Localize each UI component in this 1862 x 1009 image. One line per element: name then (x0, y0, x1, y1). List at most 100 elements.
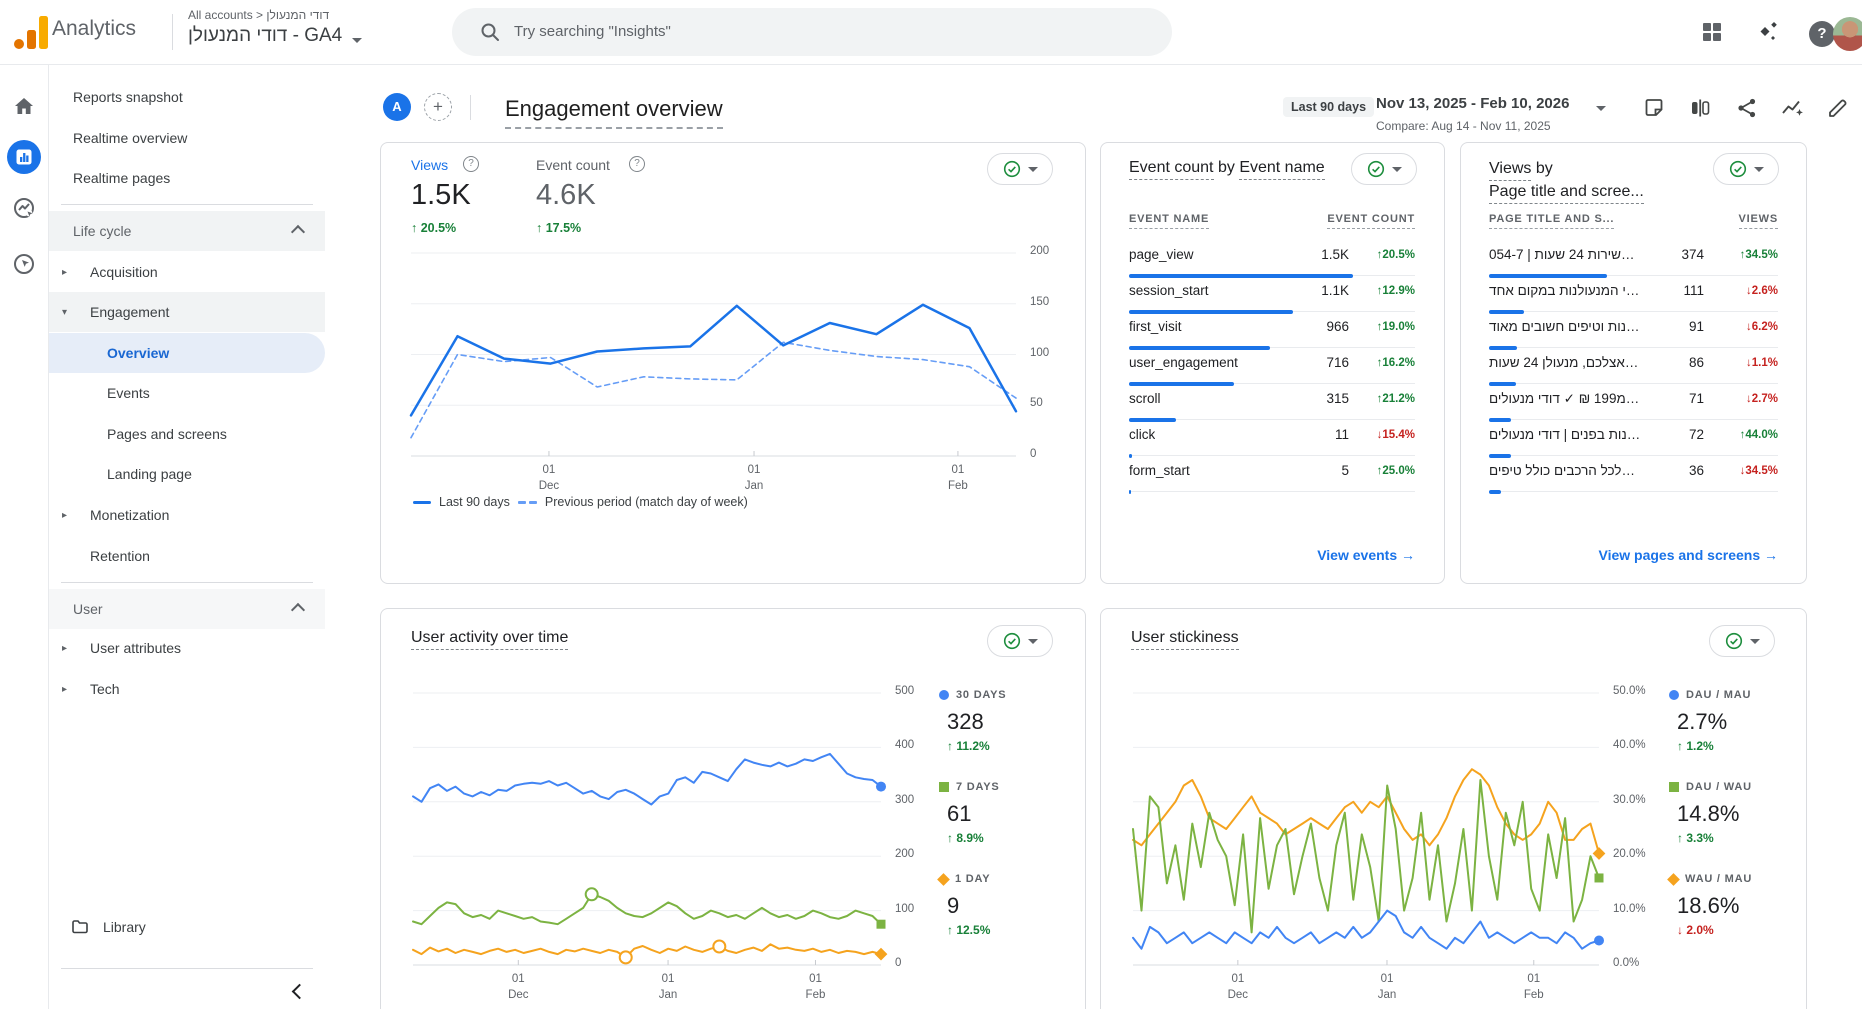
share-icon[interactable] (1735, 96, 1759, 120)
data-quality-dropdown[interactable] (1713, 153, 1779, 185)
divider (61, 968, 313, 969)
date-range-selector[interactable]: Nov 13, 2025 - Feb 10, 2026 (1376, 95, 1570, 112)
reports-icon[interactable] (7, 140, 41, 174)
edit-icon[interactable] (1826, 96, 1850, 120)
legend-1-day-value: 9 (947, 893, 960, 918)
legend-dau-mau-delta: ↑ 1.2% (1677, 739, 1714, 753)
metric-value-event-count: 4.6K (536, 179, 596, 211)
view-events-link[interactable]: View events → (1317, 547, 1415, 563)
column-header-views[interactable]: VIEWS (1738, 213, 1778, 229)
chevron-right-icon[interactable]: ▸ (62, 509, 68, 521)
column-header-event-count[interactable]: EVENT COUNT (1327, 213, 1415, 229)
chevron-right-icon[interactable]: ▸ (62, 266, 68, 278)
views-line-chart[interactable]: 200 150 100 50 0 01 Dec 01 Jan 01 Feb (409, 245, 1049, 492)
add-collaborator-button[interactable]: + (424, 93, 452, 121)
sidebar-item-user-attributes[interactable]: ▸ User attributes (62, 640, 182, 656)
chevron-up-icon[interactable] (290, 602, 306, 618)
card-views-by-page-title: Views by Page title and scree... PAGE TI… (1460, 142, 1807, 584)
property-selector[interactable]: דודי המנעולן - GA4 (188, 25, 343, 46)
check-circle-icon (1725, 632, 1742, 650)
table-row[interactable]: לכל הרכבים כולל טיפים… 36 ↓34.5% (1489, 455, 1778, 494)
owner-avatar-badge[interactable]: A (383, 93, 411, 121)
sidebar-item-tech[interactable]: ▸ Tech (62, 681, 120, 697)
breadcrumb[interactable]: All accounts > דודי המנעולן (188, 8, 330, 22)
search-input[interactable]: Try searching "Insights" (452, 8, 1172, 56)
table-row[interactable]: click 11 ↓15.4% (1129, 419, 1415, 458)
help-icon[interactable]: ? (1809, 21, 1835, 47)
sidebar-item-reports-snapshot[interactable]: Reports snapshot (73, 89, 183, 105)
data-quality-dropdown[interactable] (987, 625, 1053, 657)
sidebar-section-user[interactable]: User (49, 589, 325, 629)
sidebar-item-monetization[interactable]: ▸ Monetization (62, 507, 170, 523)
table-row[interactable]: נות בפנים | דודי מנעולים… 72 ↑44.0% (1489, 419, 1778, 458)
comparison-icon[interactable] (1688, 96, 1712, 120)
table-row[interactable]: session_start 1.1K ↑12.9% (1129, 275, 1415, 314)
table-row[interactable]: אצלכם, מנעולן 24 שעות… 86 ↓1.1% (1489, 347, 1778, 386)
legend-30-days-delta: ↑ 11.2% (947, 739, 990, 753)
home-icon[interactable] (12, 94, 36, 118)
sidebar-item-engagement[interactable]: ▾ Engagement (49, 292, 325, 332)
analytics-logo-icon[interactable] (12, 13, 50, 51)
sidebar-section-life-cycle[interactable]: Life cycle (49, 211, 325, 251)
chevron-up-icon[interactable] (290, 224, 306, 240)
sidebar-item-overview[interactable]: Overview (49, 333, 325, 373)
user-stickiness-line-chart[interactable]: 50.0% 40.0% 30.0% 20.0% 10.0% 0.0% 01 Dec 01 Jan 0… (1132, 685, 1646, 1001)
data-quality-dropdown[interactable] (1351, 153, 1417, 185)
legend-dau-wau: DAU / WAU (1669, 781, 1752, 793)
sidebar-item-landing-page[interactable]: Landing page (107, 466, 192, 482)
sidebar-item-retention[interactable]: Retention (90, 548, 150, 564)
chevron-right-icon[interactable]: ▸ (62, 683, 68, 695)
chevron-down-icon[interactable]: ▾ (62, 306, 68, 318)
sidebar-item-acquisition[interactable]: ▸ Acquisition (62, 264, 158, 280)
page-title: Engagement overview (505, 96, 723, 129)
notes-icon[interactable] (1642, 96, 1666, 120)
collapse-sidebar-icon[interactable] (291, 983, 308, 1000)
card-event-count-by-event-name: Event count by Event name EVENT NAME EVE… (1100, 142, 1445, 584)
table-row[interactable]: first_visit 966 ↑19.0% (1129, 311, 1415, 350)
table-row[interactable]: form_start 5 ↑25.0% (1129, 455, 1415, 494)
avatar[interactable] (1833, 17, 1862, 51)
view-pages-and-screens-link[interactable]: View pages and screens → (1598, 547, 1779, 563)
chevron-down-icon[interactable] (1596, 106, 1606, 111)
circle-marker-icon (939, 690, 949, 700)
apps-grid-icon[interactable] (1701, 21, 1723, 43)
explore-icon[interactable] (12, 196, 36, 220)
data-quality-dropdown[interactable] (987, 153, 1053, 185)
insights-sparkle-icon[interactable] (1756, 19, 1782, 45)
table-row[interactable]: מ199 ₪ ✓ דודי מנעולים… 71 ↓2.7% (1489, 383, 1778, 422)
legend-7-days: 7 DAYS (939, 781, 1000, 793)
metric-value-views: 1.5K (411, 179, 471, 211)
help-circle-icon[interactable]: ? (463, 156, 479, 172)
user-activity-line-chart[interactable]: 500 400 300 200 100 0 01 Dec 01 Jan 01 Feb (412, 685, 914, 1001)
chevron-down-icon[interactable] (352, 38, 362, 43)
square-marker-icon (939, 782, 949, 792)
advertising-icon[interactable] (12, 252, 36, 276)
table-row[interactable]: page_view 1.5K ↑20.5% (1129, 239, 1415, 278)
chevron-down-icon (1753, 166, 1764, 172)
metric-delta-views: ↑ 20.5% (411, 221, 457, 235)
table-row[interactable]: user_engagement 716 ↑16.2% (1129, 347, 1415, 386)
sidebar-item-events[interactable]: Events (107, 385, 150, 401)
compare-range: Compare: Aug 14 - Nov 11, 2025 (1376, 119, 1551, 133)
help-circle-icon[interactable]: ? (629, 156, 645, 172)
sidebar-item-pages-and-screens[interactable]: Pages and screens (107, 426, 227, 442)
table-row[interactable]: שירות 24 שעות | 054-7… 374 ↑34.5% (1489, 239, 1778, 278)
insights-icon[interactable] (1780, 96, 1804, 120)
folder-icon (72, 920, 88, 934)
diamond-marker-icon (937, 872, 950, 886)
table-row[interactable]: scroll 315 ↑21.2% (1129, 383, 1415, 422)
chevron-down-icon (1027, 638, 1038, 644)
chevron-right-icon[interactable]: ▸ (62, 642, 68, 654)
sidebar-item-realtime-pages[interactable]: Realtime pages (73, 170, 171, 186)
arrow-right-icon: → (1764, 547, 1778, 563)
table-row[interactable]: נות וטיפים חשובים מאוד… 91 ↓6.2% (1489, 311, 1778, 350)
data-quality-dropdown[interactable] (1709, 625, 1775, 657)
table-row[interactable]: י המנעולנות במקום אחד… 111 ↓2.6% (1489, 275, 1778, 314)
metric-tab-event-count[interactable]: Event count (536, 157, 610, 173)
column-header-event-name[interactable]: EVENT NAME (1129, 213, 1210, 229)
column-header-page-title[interactable]: PAGE TITLE AND S... (1489, 213, 1615, 229)
sidebar-item-library[interactable]: Library (49, 907, 325, 947)
solid-line-swatch (413, 500, 431, 504)
metric-tab-views[interactable]: Views (411, 157, 449, 173)
sidebar-item-realtime-overview[interactable]: Realtime overview (73, 130, 188, 146)
